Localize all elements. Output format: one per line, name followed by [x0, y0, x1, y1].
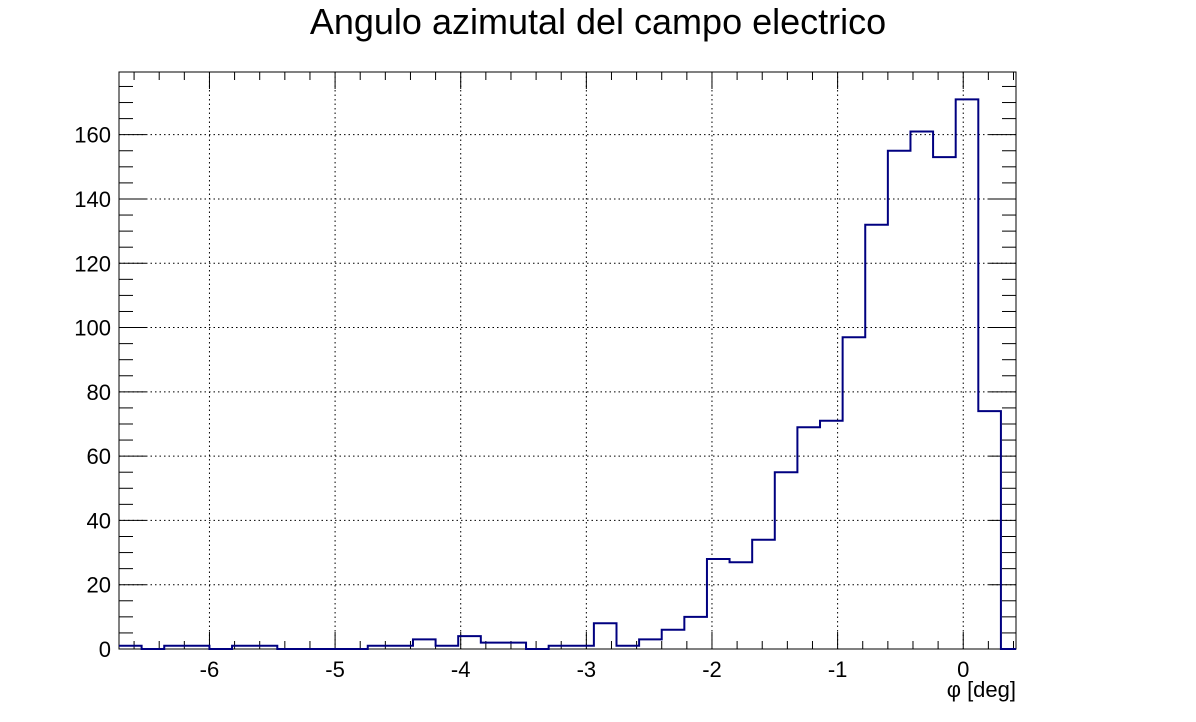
tick-labels: -6 -5 -4 -3 -2 -1 0 0 20 40 60 80 100 120 140 160	[74, 123, 969, 682]
y-tick-label: 140	[74, 187, 111, 212]
x-tick-label: -4	[451, 657, 471, 682]
histogram-series	[119, 98, 1016, 650]
y-tick-label: 120	[74, 251, 111, 276]
x-tick-label: -2	[702, 657, 722, 682]
y-tick-label: 100	[74, 316, 111, 341]
y-tick-label: 20	[87, 573, 111, 598]
chart-title: Angulo azimutal del campo electrico	[310, 1, 886, 42]
plot-frame	[118, 71, 1017, 650]
axis-ticks	[119, 72, 1016, 650]
x-axis-label: φ [deg]	[947, 677, 1016, 702]
x-tick-label: -1	[828, 657, 848, 682]
x-tick-label: -5	[325, 657, 345, 682]
x-tick-label: -3	[577, 657, 597, 682]
x-tick-label: -6	[200, 657, 220, 682]
y-tick-label: 80	[87, 380, 111, 405]
y-tick-label: 60	[87, 444, 111, 469]
grid-lines	[119, 72, 1016, 649]
y-tick-label: 40	[87, 508, 111, 533]
y-tick-label: 0	[99, 637, 111, 662]
x-tick-label: 0	[957, 657, 969, 682]
y-tick-label: 160	[74, 123, 111, 148]
